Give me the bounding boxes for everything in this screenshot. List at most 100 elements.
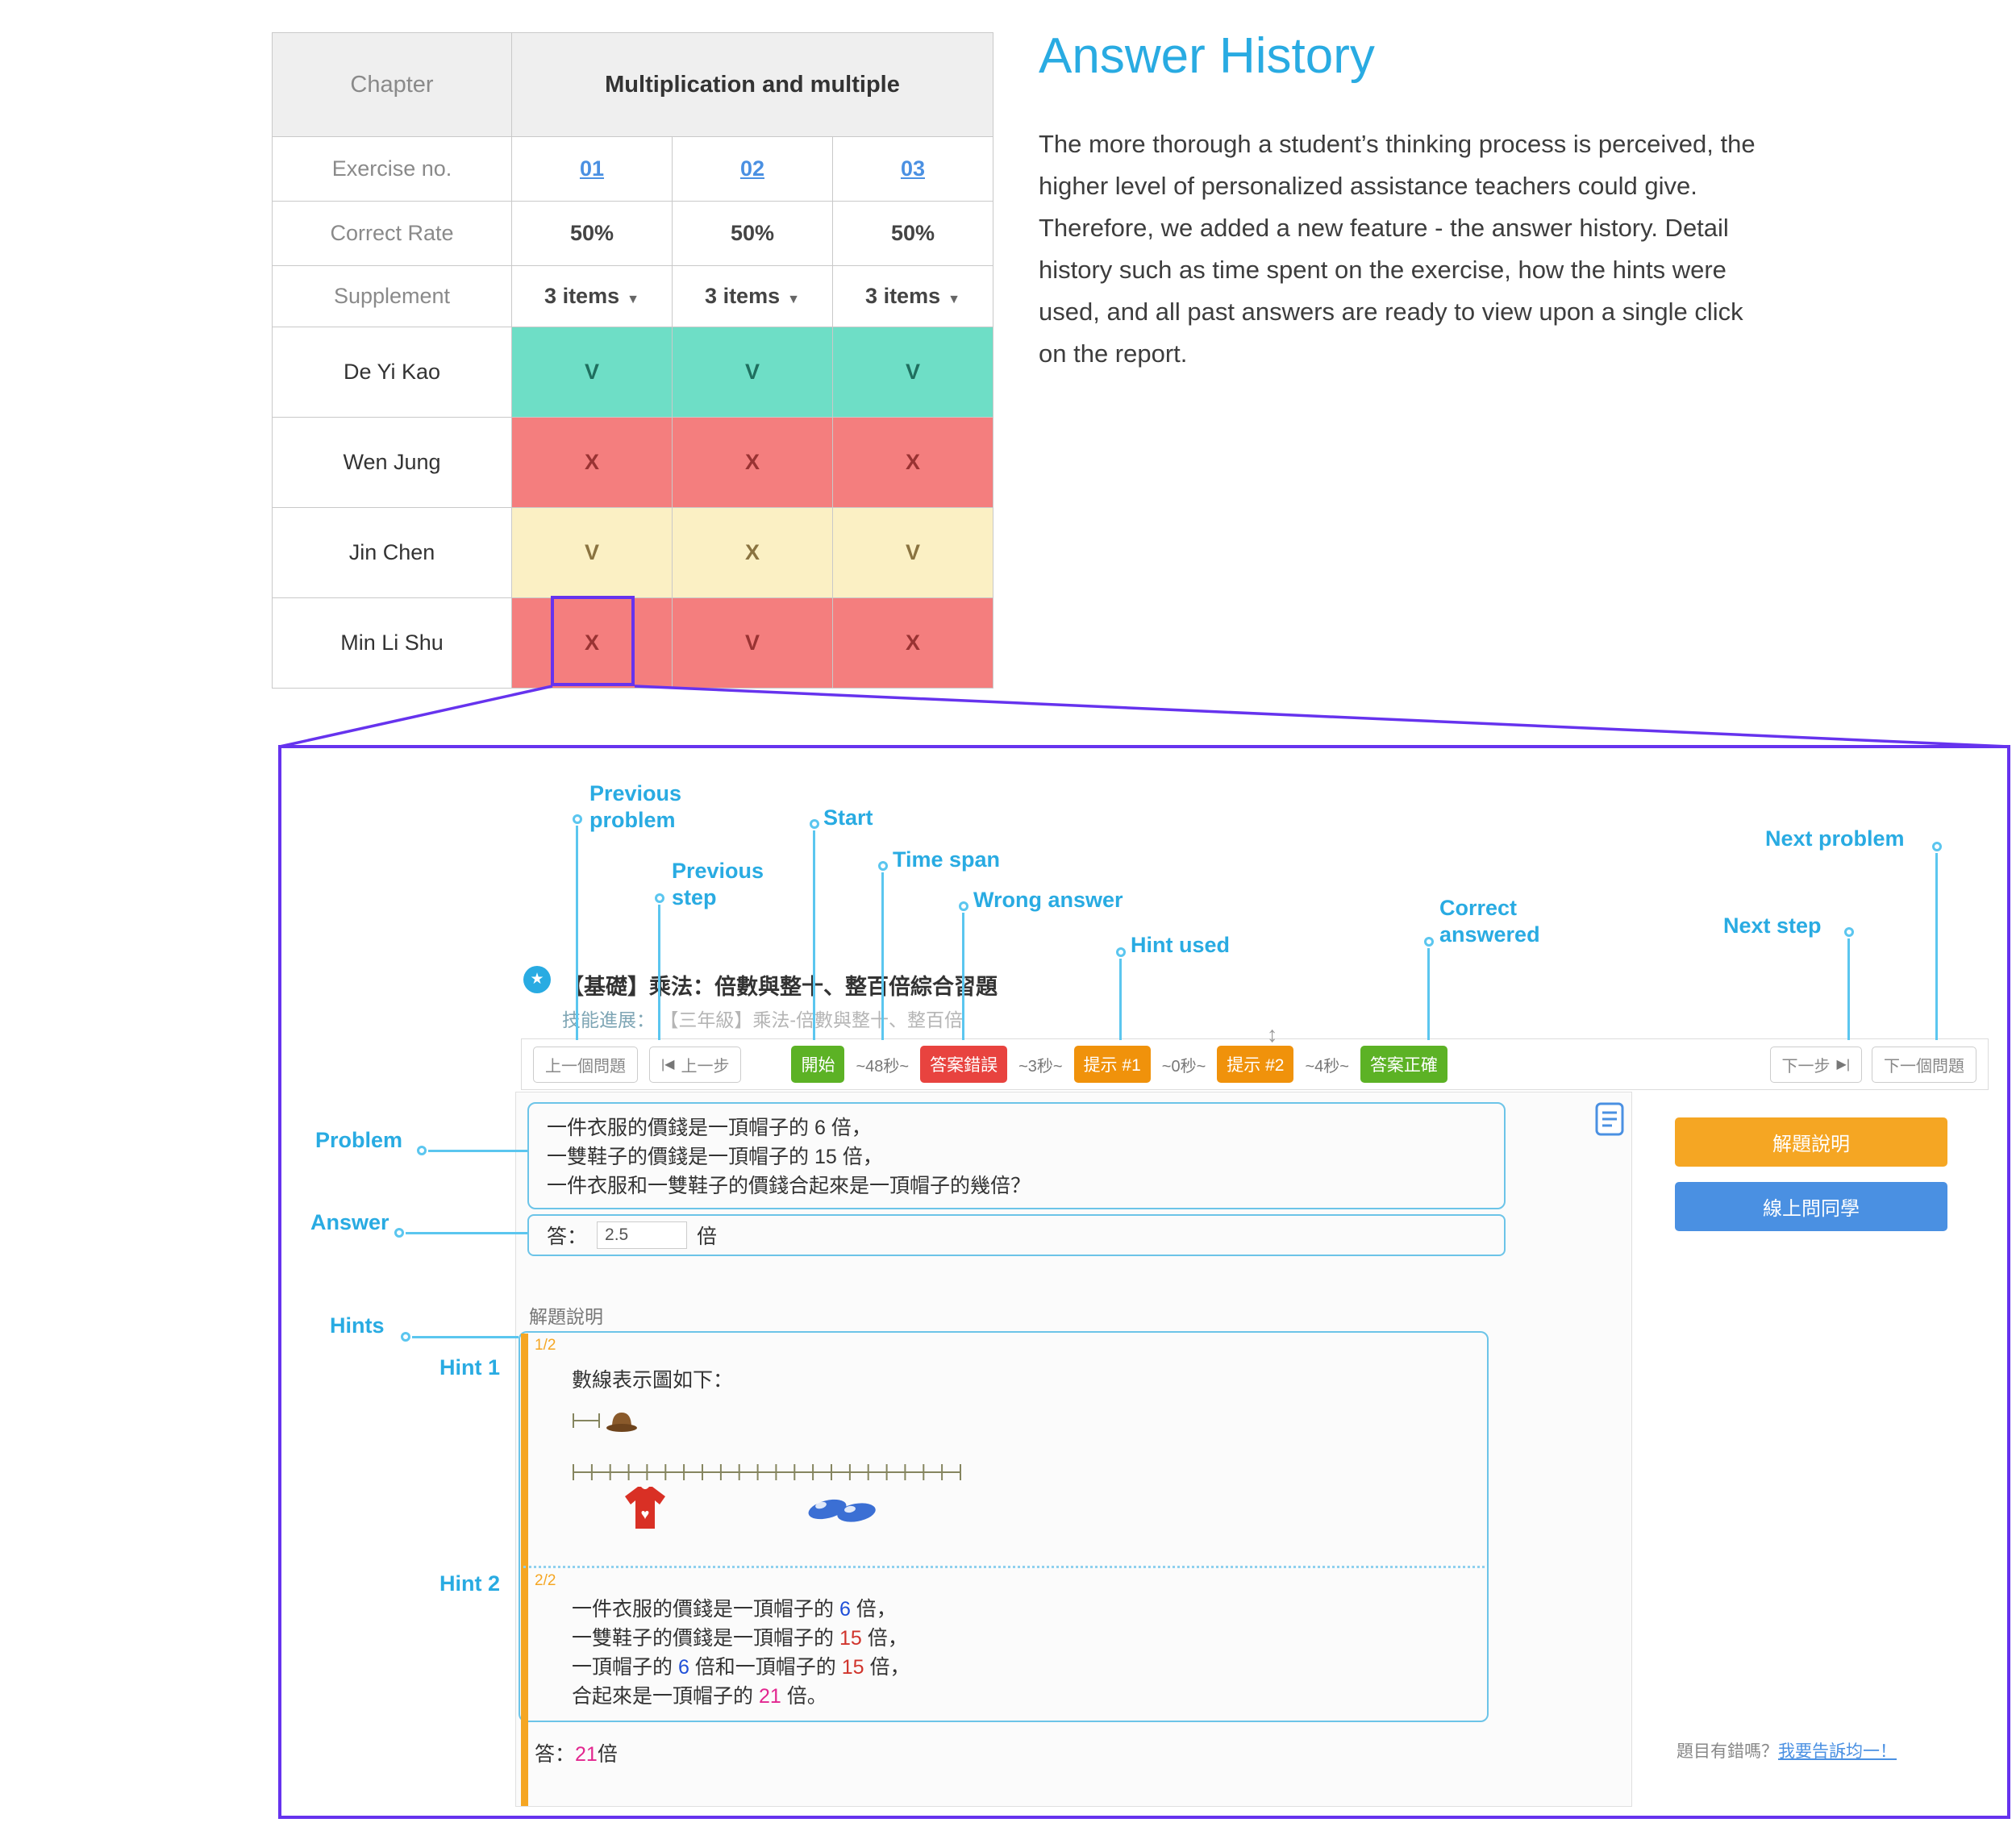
hint2-number: 21 — [758, 1685, 781, 1708]
problem-line: 一件衣服和一雙鞋子的價錢合起來是一頂帽子的幾倍？ — [547, 1175, 1031, 1197]
ask-classmates-button[interactable]: 線上問同學 — [1675, 1182, 1947, 1231]
callout-dot — [655, 893, 664, 903]
timeline-hint2-badge[interactable]: 提示 #2 — [1217, 1046, 1294, 1083]
result-cell[interactable]: X — [832, 417, 993, 508]
result-cell[interactable]: V — [832, 327, 993, 418]
annotation-line — [1119, 959, 1122, 1040]
star-icon: ★ — [523, 966, 551, 993]
hint2-number: 15 — [841, 1656, 864, 1679]
exercise-cell[interactable]: 01 — [511, 136, 673, 202]
note-icon[interactable] — [1594, 1101, 1625, 1137]
result-cell[interactable]: V — [672, 327, 833, 418]
final-answer-value: 21 — [575, 1743, 598, 1766]
result-cell[interactable]: X — [672, 507, 833, 598]
dropdown-arrow-icon: ▼ — [787, 292, 800, 306]
supplement-dropdown[interactable]: 3 items ▼ — [511, 265, 673, 327]
result-cell[interactable]: X — [511, 417, 673, 508]
exercise-link-03[interactable]: 03 — [900, 156, 926, 181]
hint2-segment: 一件衣服的價錢是一頂帽子的 — [572, 1598, 839, 1621]
annotation-line — [576, 826, 578, 1040]
annotation-answer: Answer — [310, 1210, 389, 1234]
annotation-line — [881, 872, 884, 1040]
result-cell-selected[interactable]: X — [511, 597, 673, 689]
error-report-link[interactable]: 我要告訴均一！ — [1778, 1742, 1897, 1761]
timeline-hint1-badge[interactable]: 提示 #1 — [1073, 1046, 1151, 1083]
student-name: De Yi Kao — [272, 327, 512, 418]
hint2-segment: 一頂帽子的 — [572, 1656, 678, 1679]
annotation-line — [962, 913, 964, 1040]
annotation-hint-2: Hint 2 — [439, 1571, 501, 1596]
hat-icon — [606, 1413, 637, 1432]
result-cell[interactable]: V — [832, 507, 993, 598]
supplement-label: Supplement — [272, 265, 512, 327]
next-step-label: 下一步 — [1781, 1057, 1831, 1076]
annotation-line — [658, 905, 660, 1040]
annotation-previous-step: Previous step — [672, 859, 764, 909]
next-step-button[interactable]: 下一步 ▶| — [1769, 1046, 1862, 1083]
skip-next-icon: ▶| — [1836, 1058, 1850, 1072]
exercise-link-01[interactable]: 01 — [579, 156, 605, 181]
final-answer-unit: 倍 — [597, 1743, 618, 1766]
intro-paragraph: The more thorough a student’s thinking p… — [1039, 130, 1756, 368]
annotation-problem: Problem — [315, 1128, 403, 1152]
numberline-figure: ♥ — [573, 1413, 961, 1529]
hint-progress-bar — [521, 1334, 528, 1806]
shoes-icon — [808, 1499, 876, 1522]
annotation-start: Start — [823, 805, 873, 830]
previous-problem-button[interactable]: 上一個問題 — [533, 1046, 638, 1083]
callout-dot — [1424, 937, 1434, 947]
callout-dot — [878, 861, 888, 871]
hint2-number: 15 — [839, 1627, 862, 1650]
annotation-line — [406, 1232, 527, 1234]
correct-rate-label: Correct Rate — [272, 201, 512, 266]
hint2-segment: 倍， — [850, 1598, 897, 1621]
annotation-line — [1427, 948, 1430, 1040]
answer-history-detail-panel: Previous problem Previous step Start Tim… — [278, 745, 2010, 1819]
next-problem-label: 下一個問題 — [1884, 1057, 1964, 1076]
next-problem-button[interactable]: 下一個問題 — [1872, 1046, 1976, 1083]
updown-arrow-icon: ↕ — [1267, 1022, 1278, 1047]
answer-input[interactable] — [597, 1221, 688, 1249]
result-cell[interactable]: V — [511, 327, 673, 418]
callout-dot — [573, 814, 582, 824]
supplement-dropdown[interactable]: 3 items ▼ — [672, 265, 833, 327]
hint2-text: 一件衣服的價錢是一頂帽子的 6 倍， 一雙鞋子的價錢是一頂帽子的 15 倍， 一… — [572, 1595, 910, 1711]
problem-line: 一雙鞋子的價錢是一頂帽子的 15 倍， — [547, 1146, 883, 1168]
student-name: Jin Chen — [272, 507, 512, 598]
hint-separator — [523, 1566, 1485, 1568]
exercise-cell[interactable]: 03 — [832, 136, 993, 202]
callout-dot — [959, 901, 968, 911]
result-cell[interactable]: V — [672, 597, 833, 689]
result-cell[interactable]: X — [672, 417, 833, 508]
supplement-value: 3 items — [865, 284, 941, 308]
student-name: Wen Jung — [272, 417, 512, 508]
hint2-number: 6 — [677, 1656, 689, 1679]
callout-dot — [1932, 842, 1942, 851]
callout-dot — [810, 819, 819, 829]
timeline-duration-text: ~48秒~ — [856, 1057, 910, 1076]
annotation-line — [1935, 853, 1938, 1040]
supplement-dropdown[interactable]: 3 items ▼ — [832, 265, 993, 327]
timeline-duration-text: ~3秒~ — [1018, 1057, 1063, 1076]
exercise-link-02[interactable]: 02 — [739, 156, 765, 181]
timeline-start-badge[interactable]: 開始 — [791, 1046, 845, 1083]
callout-dot — [1116, 947, 1126, 957]
explain-button[interactable]: 解題說明 — [1675, 1117, 1947, 1167]
skill-progress-value: 【三年級】乘法-倍數與整十、整百倍 — [660, 1009, 964, 1030]
skill-progress: 技能進展： 【三年級】乘法-倍數與整十、整百倍 — [562, 1005, 963, 1032]
error-report-text: 題目有錯嗎？ — [1677, 1742, 1778, 1761]
timeline-correct-badge[interactable]: 答案正確 — [1360, 1046, 1447, 1083]
supplement-value: 3 items — [544, 284, 620, 308]
svg-text:♥: ♥ — [641, 1506, 650, 1522]
hint1-index: 1/2 — [535, 1337, 556, 1354]
exercise-cell[interactable]: 02 — [672, 136, 833, 202]
problem-line: 一件衣服的價錢是一頂帽子的 6 倍， — [547, 1117, 872, 1139]
result-cell[interactable]: X — [832, 597, 993, 689]
correct-rate-value: 50% — [672, 201, 833, 266]
student-name: Min Li Shu — [272, 597, 512, 689]
result-cell[interactable]: V — [511, 507, 673, 598]
previous-step-button[interactable]: |◀ 上一步 — [649, 1046, 742, 1083]
timeline-wrong-answer-badge[interactable]: 答案錯誤 — [920, 1046, 1008, 1083]
problem-box: 一件衣服的價錢是一頂帽子的 6 倍， 一雙鞋子的價錢是一頂帽子的 15 倍， 一… — [527, 1102, 1506, 1209]
tshirt-icon: ♥ — [625, 1487, 665, 1529]
